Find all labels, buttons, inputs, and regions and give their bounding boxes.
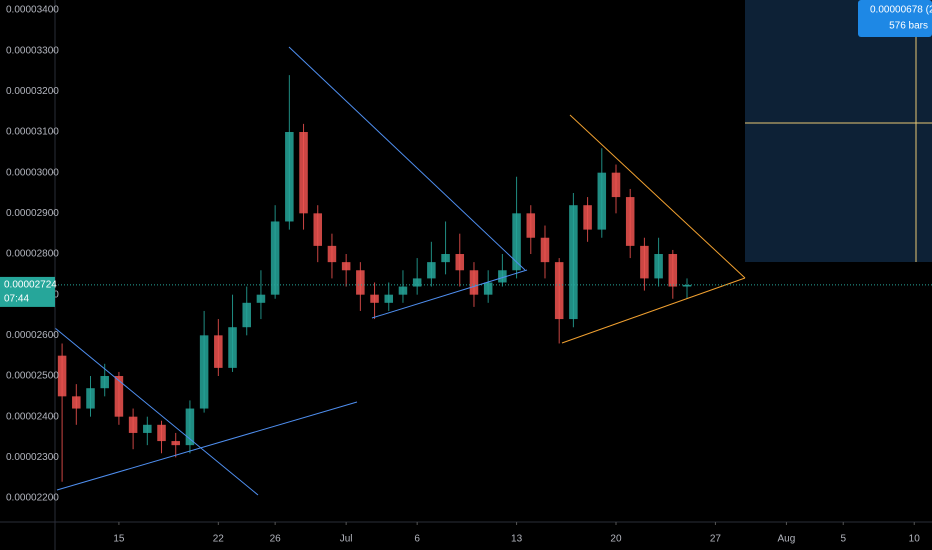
y-tick-label: 0.00002800 bbox=[6, 249, 59, 260]
y-tick-label: 0.00002500 bbox=[6, 371, 59, 382]
candle-body bbox=[540, 237, 550, 263]
y-tick-label: 0.00002300 bbox=[6, 452, 59, 463]
candle-body bbox=[483, 282, 493, 295]
candle-body bbox=[185, 408, 195, 446]
measure-label-box bbox=[858, 0, 932, 37]
candle-body bbox=[214, 335, 223, 368]
trend-line bbox=[56, 401, 358, 491]
candle-body bbox=[171, 441, 180, 446]
measure-box bbox=[745, 0, 932, 262]
candle-body bbox=[86, 388, 95, 409]
measure-bars: 576 bars bbox=[889, 21, 928, 32]
candle-body bbox=[228, 327, 237, 368]
candle-body bbox=[384, 294, 394, 303]
candle-body bbox=[356, 270, 365, 295]
candle-body bbox=[455, 254, 465, 271]
y-tick-label: 0.00003400 bbox=[6, 5, 59, 16]
y-tick-label: 0.00003300 bbox=[6, 45, 59, 56]
candle-body bbox=[412, 278, 422, 287]
measure-label: 0.00000678 (24.4 bbox=[870, 5, 932, 16]
candle-body bbox=[526, 213, 536, 238]
x-tick-label: 6 bbox=[414, 534, 420, 545]
candle-body bbox=[199, 335, 209, 409]
last-price-label: 0.00002724 bbox=[4, 280, 57, 291]
candle-body bbox=[611, 172, 621, 198]
x-tick-label: 15 bbox=[113, 534, 125, 545]
x-tick-label: 27 bbox=[710, 534, 722, 545]
trend-line bbox=[371, 269, 528, 319]
y-tick-label: 0.00003200 bbox=[6, 86, 59, 97]
x-tick-label: Aug bbox=[778, 534, 796, 545]
candle-body bbox=[270, 221, 280, 295]
candle-body bbox=[341, 262, 351, 271]
candle-body bbox=[100, 376, 109, 389]
candle-body bbox=[441, 254, 450, 263]
candle-body bbox=[654, 254, 663, 279]
candle-body bbox=[57, 355, 67, 397]
candle-body bbox=[72, 396, 81, 409]
candle-body bbox=[242, 302, 251, 328]
y-tick-label: 0.00002200 bbox=[6, 493, 59, 504]
candle-body bbox=[512, 213, 521, 271]
candle-body bbox=[682, 284, 692, 287]
candle-body bbox=[370, 294, 379, 303]
y-tick-label: 0.00002400 bbox=[6, 411, 59, 422]
candle-body bbox=[569, 205, 578, 320]
candle-body bbox=[554, 262, 564, 320]
last-price-box bbox=[0, 276, 55, 307]
candle-body bbox=[313, 213, 323, 246]
candle-body bbox=[256, 294, 266, 303]
x-tick-label: 20 bbox=[610, 534, 622, 545]
x-tick-label: 10 bbox=[909, 534, 921, 545]
candle-body bbox=[143, 424, 152, 433]
candle-body bbox=[157, 424, 166, 442]
drawings bbox=[54, 46, 746, 496]
candle-body bbox=[398, 286, 408, 295]
x-tick-label: 5 bbox=[840, 534, 846, 545]
y-tick-label: 0.00003100 bbox=[6, 127, 59, 138]
x-tick-label: 26 bbox=[270, 534, 282, 545]
candle-body bbox=[114, 376, 124, 417]
trend-line bbox=[561, 277, 746, 344]
candle-body bbox=[128, 416, 138, 433]
candle-body bbox=[285, 132, 294, 222]
trend-line bbox=[54, 327, 259, 496]
candle-body bbox=[427, 262, 436, 279]
x-tick-label: Jul bbox=[340, 534, 353, 545]
trend-line bbox=[288, 46, 526, 271]
y-tick-label: 0.00003000 bbox=[6, 167, 59, 178]
candle-body bbox=[583, 205, 592, 230]
candle-body bbox=[469, 270, 479, 295]
candle-body bbox=[597, 172, 607, 230]
countdown: 07:44 bbox=[4, 294, 29, 305]
candle-body bbox=[640, 245, 649, 279]
candle-body bbox=[498, 270, 507, 283]
candle-body bbox=[625, 197, 635, 246]
trend-line bbox=[569, 114, 746, 279]
x-tick-label: 13 bbox=[511, 534, 523, 545]
candle-body bbox=[668, 254, 678, 287]
y-tick-label: 0.00002900 bbox=[6, 208, 59, 219]
x-tick-label: 22 bbox=[213, 534, 225, 545]
candle-body bbox=[299, 132, 308, 214]
candle-body bbox=[327, 245, 337, 263]
candles bbox=[57, 75, 692, 482]
y-tick-label: 0.00002600 bbox=[6, 330, 59, 341]
